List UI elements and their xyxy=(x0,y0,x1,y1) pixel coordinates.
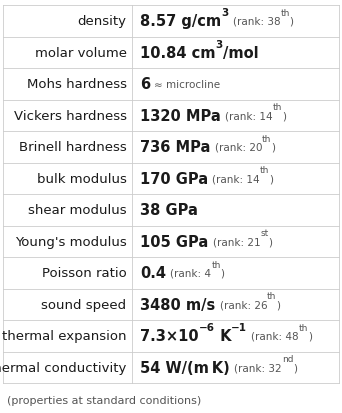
Text: (rank: 26: (rank: 26 xyxy=(220,300,267,310)
Text: 3: 3 xyxy=(216,40,223,50)
Text: (properties at standard conditions): (properties at standard conditions) xyxy=(7,396,201,406)
Text: th: th xyxy=(299,323,308,332)
Text: st: st xyxy=(260,228,268,237)
Text: Mohs hardness: Mohs hardness xyxy=(27,78,127,91)
Text: ): ) xyxy=(308,331,313,341)
Text: ): ) xyxy=(277,300,280,310)
Text: ≈ microcline: ≈ microcline xyxy=(155,80,221,90)
Text: −6: −6 xyxy=(199,322,215,332)
Text: Brinell hardness: Brinell hardness xyxy=(19,141,127,154)
Text: 7.3×10: 7.3×10 xyxy=(140,329,199,344)
Text: th: th xyxy=(267,292,277,300)
Text: shear modulus: shear modulus xyxy=(28,204,127,217)
Text: −1: −1 xyxy=(231,322,247,332)
Text: th: th xyxy=(211,260,221,269)
Text: 736 MPa: 736 MPa xyxy=(140,140,211,155)
Text: (rank: 20: (rank: 20 xyxy=(215,142,262,152)
Text: th: th xyxy=(273,103,282,112)
Text: ): ) xyxy=(221,268,225,278)
Text: (rank: 14: (rank: 14 xyxy=(225,111,273,121)
Text: 54 W/(m K): 54 W/(m K) xyxy=(140,360,230,375)
Text: (rank: 32: (rank: 32 xyxy=(234,363,282,373)
Text: thermal conductivity: thermal conductivity xyxy=(0,361,127,374)
Text: ): ) xyxy=(272,142,276,152)
Text: Vickers hardness: Vickers hardness xyxy=(14,110,127,123)
Text: Young's modulus: Young's modulus xyxy=(15,235,127,248)
Text: 1320 MPa: 1320 MPa xyxy=(140,109,221,123)
Text: (rank: 4: (rank: 4 xyxy=(170,268,211,278)
Text: ): ) xyxy=(290,17,294,27)
Text: 105 GPa: 105 GPa xyxy=(140,235,209,249)
Text: 170 GPa: 170 GPa xyxy=(140,171,208,187)
Text: molar volume: molar volume xyxy=(35,47,127,60)
Text: /mol: /mol xyxy=(223,46,259,61)
Text: (rank: 14: (rank: 14 xyxy=(212,174,260,184)
Text: (rank: 38: (rank: 38 xyxy=(233,17,280,27)
Text: bulk modulus: bulk modulus xyxy=(37,173,127,185)
Text: (rank: 21: (rank: 21 xyxy=(213,237,260,247)
Text: ): ) xyxy=(282,111,286,121)
Text: ): ) xyxy=(268,237,273,247)
Text: K: K xyxy=(215,329,231,344)
Text: 6: 6 xyxy=(140,77,150,92)
Text: ): ) xyxy=(269,174,274,184)
Text: (rank: 48: (rank: 48 xyxy=(251,331,299,341)
Text: 8.57 g/cm: 8.57 g/cm xyxy=(140,14,221,29)
Text: Poisson ratio: Poisson ratio xyxy=(42,267,127,280)
Text: th: th xyxy=(262,134,272,143)
Text: thermal expansion: thermal expansion xyxy=(2,330,127,343)
Text: th: th xyxy=(280,9,290,18)
Text: 0.4: 0.4 xyxy=(140,266,166,281)
Text: nd: nd xyxy=(282,354,293,363)
Text: th: th xyxy=(260,166,269,175)
Text: 3: 3 xyxy=(221,8,228,18)
Text: ): ) xyxy=(293,363,297,373)
Text: sound speed: sound speed xyxy=(41,298,127,311)
Text: 3480 m/s: 3480 m/s xyxy=(140,297,215,312)
Text: density: density xyxy=(78,15,127,28)
Text: 38 GPa: 38 GPa xyxy=(140,203,198,218)
Text: 10.84 cm: 10.84 cm xyxy=(140,46,216,61)
